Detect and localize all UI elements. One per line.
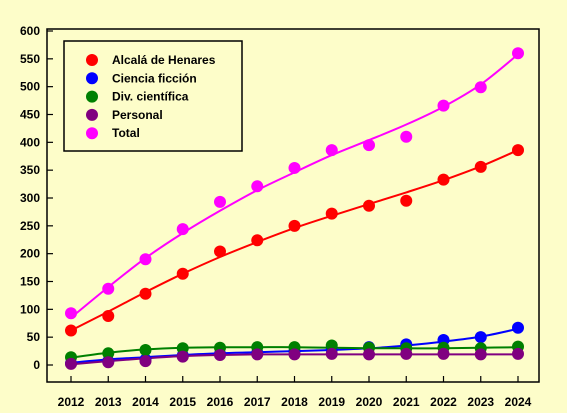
point-personal-2020 xyxy=(363,348,375,361)
x-tick-label-2020: 2020 xyxy=(356,395,383,409)
x-tick-label-2021: 2021 xyxy=(393,395,420,409)
point-total-2020 xyxy=(363,139,375,152)
point-personal-2021 xyxy=(400,347,413,360)
legend-label-alcala-de-henares: Alcalá de Henares xyxy=(112,53,216,67)
point-ciencia-ficcion-2024 xyxy=(512,321,524,334)
point-personal-2023 xyxy=(474,348,487,361)
y-tick-label-0: 0 xyxy=(33,358,40,372)
point-div-cientifica-2014 xyxy=(139,343,152,356)
x-tick-label-2023: 2023 xyxy=(467,395,494,409)
x-tick-label-2014: 2014 xyxy=(132,395,159,409)
y-tick-label-300: 300 xyxy=(20,191,40,205)
y-tick-label-550: 550 xyxy=(20,52,40,66)
legend-marker-alcala-de-henares xyxy=(86,54,98,66)
point-alcala-de-henares-2020 xyxy=(363,199,375,212)
point-personal-2018 xyxy=(288,348,301,361)
point-alcala-de-henares-2016 xyxy=(214,245,226,258)
point-alcala-de-henares-2013 xyxy=(102,310,115,323)
point-alcala-de-henares-2018 xyxy=(288,219,301,232)
legend-marker-total xyxy=(86,127,98,140)
y-tick-label-450: 450 xyxy=(20,108,40,122)
point-personal-2024 xyxy=(512,347,524,360)
point-alcala-de-henares-2019 xyxy=(325,207,338,220)
point-personal-2013 xyxy=(102,356,115,369)
y-tick-label-200: 200 xyxy=(20,247,40,261)
legend-label-div-cientifica: Div. científica xyxy=(112,90,189,104)
point-alcala-de-henares-2015 xyxy=(176,267,189,280)
x-tick-label-2018: 2018 xyxy=(281,395,308,409)
point-div-cientifica-2015 xyxy=(176,342,189,355)
x-tick-label-2017: 2017 xyxy=(244,395,271,409)
point-personal-2016 xyxy=(214,348,226,361)
point-total-2023 xyxy=(474,81,487,94)
point-alcala-de-henares-2023 xyxy=(474,160,487,173)
x-axis: 2012 2013 2014 2015 2016 2017 2018 2019 2020 2021… xyxy=(58,376,532,409)
y-tick-label-500: 500 xyxy=(20,80,40,94)
point-personal-2017 xyxy=(251,348,264,361)
y-tick-label-600: 600 xyxy=(20,24,40,38)
point-total-2014 xyxy=(139,253,152,266)
legend-label-personal: Personal xyxy=(112,108,163,122)
point-div-cientifica-2019 xyxy=(325,339,338,352)
point-alcala-de-henares-2014 xyxy=(139,287,152,300)
point-alcala-de-henares-2022 xyxy=(437,173,450,186)
point-total-2012 xyxy=(65,307,77,320)
point-total-2018 xyxy=(288,161,301,174)
y-tick-label-100: 100 xyxy=(20,302,40,316)
point-alcala-de-henares-2021 xyxy=(400,194,413,207)
point-personal-2019 xyxy=(325,347,338,360)
x-tick-label-2013: 2013 xyxy=(95,395,122,409)
point-alcala-de-henares-2024 xyxy=(512,144,524,157)
point-total-2022 xyxy=(437,99,450,112)
point-alcala-de-henares-2017 xyxy=(251,234,264,247)
legend-label-ciencia-ficcion: Ciencia ficción xyxy=(112,71,197,85)
point-div-cientifica-2013 xyxy=(102,347,115,360)
point-personal-2022 xyxy=(437,347,450,360)
legend-marker-ciencia-ficcion xyxy=(86,72,98,85)
legend-label-total: Total xyxy=(112,126,140,140)
x-tick-label-2024: 2024 xyxy=(505,395,532,409)
point-personal-2012 xyxy=(65,357,77,370)
point-alcala-de-henares-2012 xyxy=(65,324,77,337)
point-personal-2015 xyxy=(176,350,189,363)
legend-marker-personal xyxy=(86,108,98,121)
x-tick-label-2016: 2016 xyxy=(207,395,234,409)
data-points xyxy=(65,47,524,370)
point-total-2024 xyxy=(512,47,524,60)
y-tick-label-350: 350 xyxy=(20,163,40,177)
y-tick-label-50: 50 xyxy=(27,330,41,344)
point-personal-2014 xyxy=(139,355,152,368)
x-tick-label-2022: 2022 xyxy=(430,395,457,409)
point-ciencia-ficcion-2023 xyxy=(474,331,487,344)
y-tick-label-150: 150 xyxy=(20,275,40,289)
y-axis: 0 50 100 150 200 250 300 350 400 450 500 550 600 xyxy=(20,24,53,372)
point-total-2016 xyxy=(214,195,226,208)
legend: Alcalá de Henares Ciencia ficción Div. cie… xyxy=(63,40,243,152)
x-tick-label-2019: 2019 xyxy=(318,395,345,409)
point-total-2019 xyxy=(325,144,338,157)
y-tick-label-400: 400 xyxy=(20,135,40,149)
plot-frame xyxy=(46,28,540,383)
x-tick-label-2012: 2012 xyxy=(58,395,85,409)
point-total-2021 xyxy=(400,130,413,143)
point-total-2015 xyxy=(176,223,189,236)
x-tick-label-2015: 2015 xyxy=(169,395,196,409)
legend-marker-div-cientifica xyxy=(86,90,98,103)
point-total-2017 xyxy=(251,180,264,193)
point-total-2013 xyxy=(102,282,115,295)
y-tick-label-250: 250 xyxy=(20,219,40,233)
